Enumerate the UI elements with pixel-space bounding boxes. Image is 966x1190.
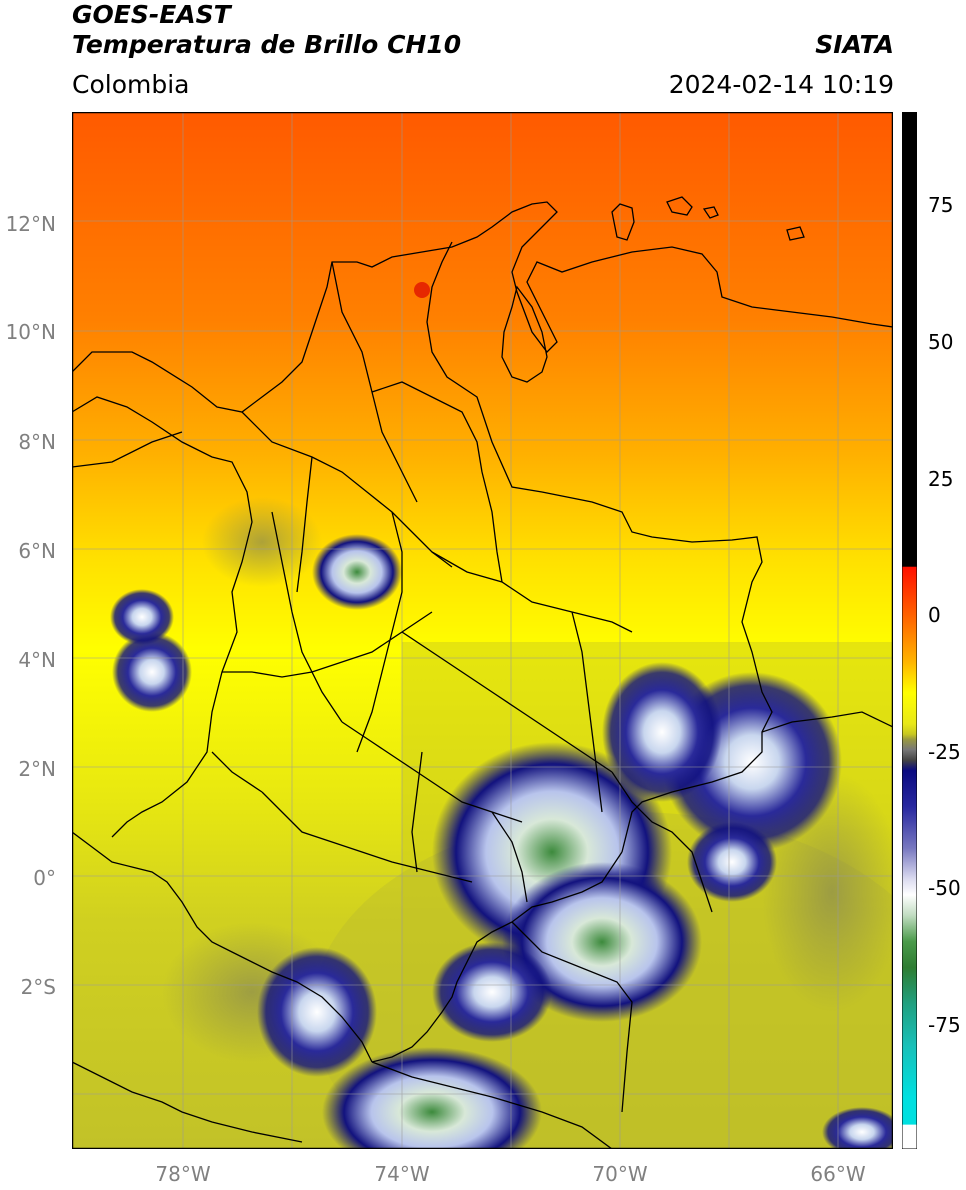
map-frame bbox=[72, 112, 893, 1149]
ecuador-peru-border bbox=[72, 1061, 303, 1143]
cloud-pacific-west bbox=[112, 632, 192, 712]
cloud-amazon-west bbox=[432, 942, 552, 1042]
lat-label-12n: 12°N bbox=[5, 212, 56, 236]
dept-9 bbox=[481, 471, 503, 583]
dept-11 bbox=[401, 631, 613, 773]
dept-14 bbox=[211, 751, 263, 793]
island-4 bbox=[786, 226, 805, 241]
lake-maracaibo bbox=[501, 285, 548, 383]
map-title-satellite: GOES-EAST bbox=[72, 0, 231, 29]
dept-6 bbox=[296, 456, 313, 593]
lat-label-10n: 10°N bbox=[5, 320, 56, 344]
dept-1 bbox=[241, 411, 453, 568]
colorbar-label-25: 25 bbox=[928, 467, 954, 491]
organization-label: SIATA bbox=[815, 30, 894, 59]
lat-label-2n: 2°N bbox=[18, 757, 56, 781]
colombia-venezuela-border bbox=[426, 241, 773, 853]
cloud-antioquia bbox=[312, 534, 402, 610]
colorbar-label-0: 0 bbox=[928, 603, 941, 627]
dept-8 bbox=[431, 551, 633, 633]
island-2 bbox=[666, 196, 693, 216]
colombia-brazil-border bbox=[371, 851, 623, 1063]
island-3 bbox=[702, 206, 719, 219]
brazil-peru-border bbox=[511, 921, 633, 1113]
map-title-product: Temperatura de Brillo CH10 bbox=[72, 30, 462, 59]
dept-5 bbox=[271, 511, 343, 723]
lon-label-78w: 78°W bbox=[155, 1162, 211, 1186]
pacific-coastline bbox=[72, 396, 253, 838]
cloud-ecuador bbox=[257, 947, 377, 1077]
region-label: Colombia bbox=[72, 70, 190, 99]
lat-label-4n: 4°N bbox=[18, 648, 56, 672]
lon-label-70w: 70°W bbox=[592, 1162, 648, 1186]
gridlines bbox=[72, 112, 893, 1149]
lat-label-2s: 2°S bbox=[20, 975, 56, 999]
dept-4 bbox=[222, 611, 433, 678]
dept-7 bbox=[356, 511, 403, 753]
cloud-southeast bbox=[822, 1107, 893, 1149]
cloud-east-small bbox=[687, 822, 777, 902]
coastline-caribbean bbox=[72, 201, 893, 413]
dept-13 bbox=[261, 791, 473, 883]
dept-16 bbox=[611, 771, 713, 913]
datetime-label: 2024-02-14 10:19 bbox=[668, 70, 894, 99]
hot-spot bbox=[414, 282, 430, 298]
brightness-temperature-map bbox=[72, 112, 893, 1149]
dept-10 bbox=[571, 611, 603, 813]
dept-17 bbox=[491, 811, 528, 903]
dept-3 bbox=[371, 381, 483, 473]
lat-label-8n: 8°N bbox=[18, 430, 56, 454]
lat-label-6n: 6°N bbox=[18, 539, 56, 563]
lon-label-74w: 74°W bbox=[374, 1162, 430, 1186]
venezuela-brazil-border bbox=[761, 711, 893, 733]
cloud-peru bbox=[322, 1047, 542, 1149]
colorbar-label-50: 50 bbox=[928, 330, 954, 354]
haze-pacific bbox=[202, 497, 322, 587]
dept-15 bbox=[411, 751, 423, 873]
colombia-peru-ecuador-border bbox=[72, 831, 373, 1063]
colorbar-label-minus75: -75 bbox=[928, 1013, 961, 1037]
cloud-pacific-southwest bbox=[110, 589, 174, 645]
colorbar-label-minus50: -50 bbox=[928, 876, 961, 900]
island-1 bbox=[611, 203, 635, 241]
lon-label-66w: 66°W bbox=[810, 1162, 866, 1186]
lat-label-0: 0° bbox=[33, 866, 56, 890]
panama-colombia-border bbox=[72, 431, 183, 468]
colorbar-label-minus25: -25 bbox=[928, 740, 961, 764]
colorbar-label-75: 75 bbox=[928, 193, 954, 217]
peru-south-border bbox=[371, 1061, 613, 1149]
temperature-colorbar bbox=[902, 112, 917, 1149]
country-borders bbox=[72, 196, 893, 1149]
